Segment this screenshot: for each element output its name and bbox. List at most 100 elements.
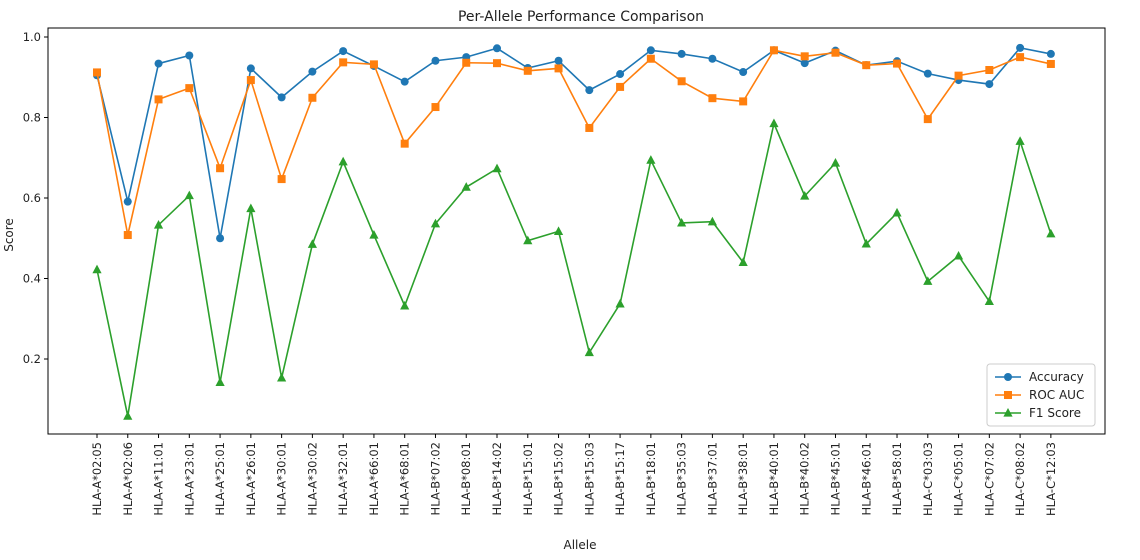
point-roc-auc (708, 94, 717, 103)
point-f1-score (338, 156, 348, 166)
point-accuracy (216, 234, 225, 243)
x-tick-label: HLA-B*15:02 (552, 442, 566, 515)
point-roc-auc (462, 58, 471, 67)
plot-area: 0.2 0.4 0.6 0.8 1.0 HLA-A*02:05 HLA-A*02:06 HLA… (23, 27, 1106, 516)
x-tick-label: HLA-A*26:01 (244, 442, 258, 516)
point-roc-auc (739, 97, 748, 106)
point-roc-auc (616, 82, 625, 91)
point-roc-auc (277, 175, 286, 184)
point-roc-auc (862, 61, 871, 70)
point-f1-score (1046, 228, 1056, 238)
y-tick-label: 1.0 (23, 30, 41, 44)
point-roc-auc (585, 123, 594, 132)
point-roc-auc (185, 84, 194, 93)
legend-label-roc-auc: ROC AUC (1029, 388, 1084, 402)
point-accuracy (646, 46, 655, 55)
x-tick-label: HLA-B*40:02 (798, 442, 812, 515)
point-accuracy (800, 59, 809, 68)
point-f1-score (984, 296, 994, 306)
series-line-accuracy (96, 46, 1052, 239)
point-roc-auc (800, 52, 809, 61)
point-accuracy (585, 86, 594, 95)
series-line-roc-auc (96, 49, 1052, 236)
x-tick-label: HLA-B*15:01 (521, 442, 535, 515)
legend-label-f1-score: F1 Score (1029, 406, 1081, 420)
point-roc-auc (493, 59, 502, 68)
point-accuracy (1016, 43, 1025, 52)
x-tick-label: HLA-C*03:03 (921, 442, 935, 516)
x-tick-label: HLA-A*02:05 (90, 442, 104, 516)
point-f1-score (92, 264, 102, 274)
point-roc-auc (831, 48, 840, 57)
x-tick-label: HLA-B*07:02 (428, 442, 442, 515)
y-tick-label: 0.2 (23, 352, 41, 366)
x-tick-label: HLA-C*05:01 (952, 442, 966, 516)
point-f1-score (769, 118, 779, 128)
x-tick-label: HLA-B*15:17 (613, 442, 627, 515)
point-f1-score (677, 217, 687, 227)
point-accuracy (339, 47, 348, 56)
x-tick-label: HLA-C*07:02 (982, 442, 996, 516)
legend-box (986, 363, 1096, 427)
point-f1-score (246, 203, 256, 213)
point-f1-score (892, 207, 902, 217)
x-tick-label: HLA-A*11:01 (152, 442, 166, 516)
point-roc-auc (769, 46, 778, 55)
x-tick-label: HLA-B*40:01 (767, 442, 781, 515)
point-roc-auc (677, 77, 686, 86)
point-accuracy (431, 56, 440, 65)
point-accuracy (708, 54, 717, 63)
point-f1-score (523, 235, 533, 245)
legend-marker-roc-auc (1004, 391, 1012, 399)
point-f1-score (1015, 136, 1025, 145)
point-accuracy (677, 49, 686, 58)
point-accuracy (1046, 49, 1055, 58)
point-f1-score (277, 372, 287, 382)
legend-marker-accuracy (1004, 373, 1012, 381)
point-accuracy (246, 64, 255, 73)
point-roc-auc (893, 59, 902, 68)
point-f1-score (861, 238, 871, 248)
point-roc-auc (339, 58, 348, 67)
legend: Accuracy ROC AUC F1 Score (986, 363, 1096, 427)
legend-marker-f1-score (1003, 408, 1013, 417)
point-accuracy (277, 93, 286, 102)
y-tick-label: 0.6 (23, 191, 41, 205)
legend-label-accuracy: Accuracy (1029, 370, 1084, 384)
point-roc-auc (400, 139, 409, 148)
point-roc-auc (985, 66, 994, 75)
x-tick-label: HLA-A*66:01 (367, 442, 381, 516)
point-f1-score (430, 218, 441, 228)
x-tick-label: HLA-A*30:01 (275, 442, 289, 516)
chart-title: Per-Allele Performance Comparison (458, 9, 704, 25)
point-f1-score (307, 239, 317, 248)
x-tick-label: HLA-A*25:01 (213, 442, 227, 516)
x-tick-label: HLA-B*58:01 (890, 442, 904, 515)
plot-frame (47, 27, 1106, 435)
point-f1-score (461, 182, 471, 191)
point-roc-auc (1016, 53, 1025, 62)
x-tick-label: HLA-A*32:01 (336, 442, 350, 516)
point-accuracy (493, 44, 502, 53)
point-accuracy (616, 70, 625, 79)
point-f1-score (400, 300, 410, 310)
point-accuracy (985, 80, 994, 89)
point-roc-auc (523, 66, 532, 75)
point-accuracy (154, 59, 163, 68)
x-tick-label: HLA-B*45:01 (828, 442, 842, 515)
point-roc-auc (93, 68, 101, 77)
point-roc-auc (431, 103, 440, 112)
point-accuracy (554, 56, 563, 65)
x-tick-label: HLA-B*15:03 (582, 442, 596, 515)
x-tick-label: HLA-B*38:01 (736, 442, 750, 515)
point-roc-auc (154, 95, 163, 104)
point-f1-score (738, 257, 748, 266)
point-f1-score (923, 276, 933, 285)
point-f1-score (184, 190, 194, 200)
y-axis-title: Score (2, 218, 16, 252)
point-roc-auc (923, 115, 932, 124)
point-f1-score (953, 250, 964, 260)
x-tick-label: HLA-C*12:03 (1044, 442, 1058, 516)
x-tick-label: HLA-C*08:02 (1013, 442, 1027, 516)
point-f1-score (492, 163, 502, 173)
